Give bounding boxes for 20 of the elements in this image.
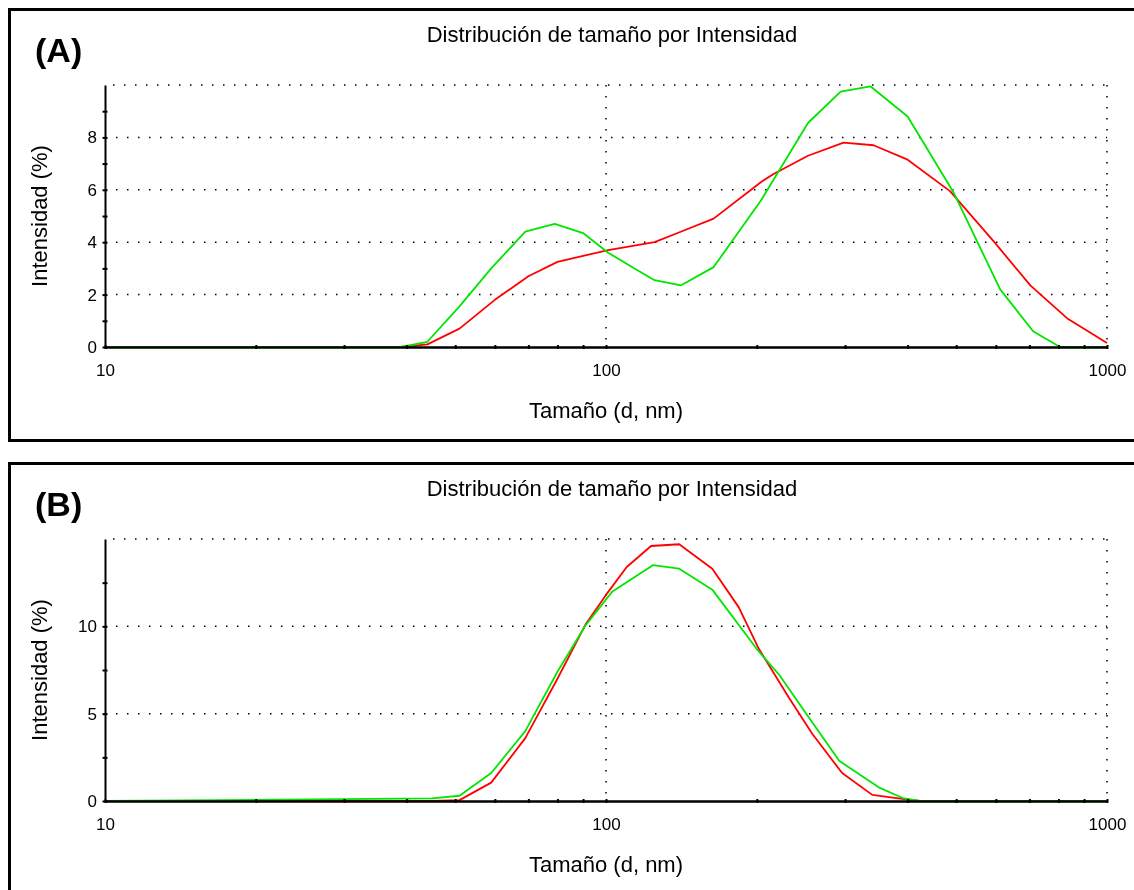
y-tick-label: 10 bbox=[78, 617, 97, 637]
x-axis-title: Tamaño (d, nm) bbox=[528, 398, 684, 423]
y-tick-label: 8 bbox=[87, 128, 97, 148]
x-tick-label: 1000 bbox=[1088, 361, 1127, 381]
x-tick-label: 100 bbox=[592, 361, 621, 381]
x-tick-label: 1000 bbox=[1088, 815, 1127, 835]
y-axis-title: Intensidad (%) bbox=[27, 145, 52, 287]
chart-title: Distribución de tamaño por Intensidad bbox=[426, 22, 798, 47]
x-tick-label: 100 bbox=[592, 815, 621, 835]
y-tick-label: 2 bbox=[87, 285, 97, 305]
y-tick-label: 4 bbox=[87, 233, 97, 253]
y-axis-title: Intensidad (%) bbox=[27, 599, 52, 741]
y-tick-label: 6 bbox=[87, 180, 97, 200]
y-tick-label: 0 bbox=[87, 337, 97, 357]
y-tick-label: 0 bbox=[87, 791, 97, 811]
text: (B) bbox=[35, 485, 83, 523]
text: (A) bbox=[35, 31, 83, 69]
y-tick-label: 5 bbox=[87, 704, 97, 724]
x-axis-title: Tamaño (d, nm) bbox=[528, 852, 684, 877]
chart-title: Distribución de tamaño por Intensidad bbox=[426, 476, 798, 501]
